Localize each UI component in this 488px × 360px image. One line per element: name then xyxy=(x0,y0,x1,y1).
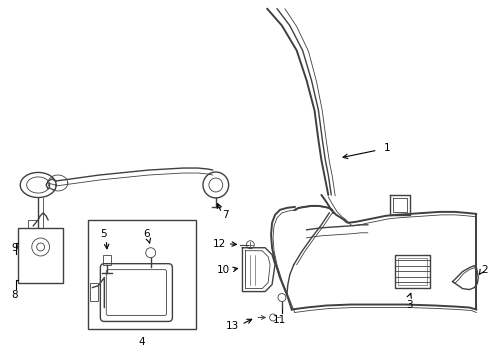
Bar xyxy=(398,258,426,285)
Text: 2: 2 xyxy=(480,265,487,275)
Text: 1: 1 xyxy=(383,143,389,153)
Text: 6: 6 xyxy=(143,229,150,239)
Bar xyxy=(103,255,111,265)
Bar xyxy=(395,255,429,288)
Bar xyxy=(90,283,98,301)
Text: 13: 13 xyxy=(226,321,239,332)
Bar xyxy=(87,220,196,329)
Text: 10: 10 xyxy=(216,265,229,275)
Bar xyxy=(19,228,63,283)
Text: 12: 12 xyxy=(212,239,225,249)
Text: 11: 11 xyxy=(272,315,285,325)
Bar xyxy=(28,220,38,228)
Text: 7: 7 xyxy=(221,210,228,220)
Text: 9: 9 xyxy=(11,243,18,253)
Text: 3: 3 xyxy=(405,300,412,310)
Text: 4: 4 xyxy=(138,337,145,347)
Text: 8: 8 xyxy=(11,289,18,300)
Text: 5: 5 xyxy=(100,229,106,239)
